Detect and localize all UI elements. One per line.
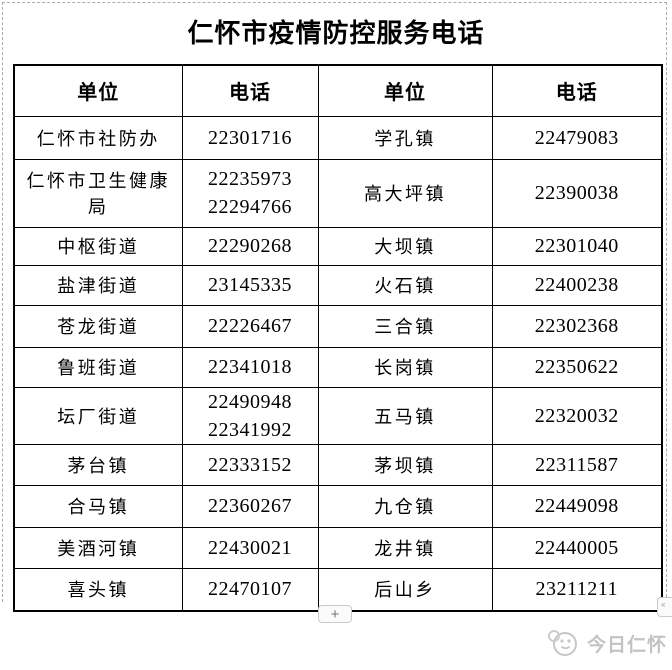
unit-cell: 茅台镇 (13, 443, 183, 486)
table-row: 仁怀市社防办 22301716 学孔镇 22479083 (13, 115, 663, 160)
unit-cell: 后山乡 (317, 567, 493, 612)
phone-cell: 22235973 22294766 (181, 158, 319, 228)
unit-cell: 中枢街道 (13, 226, 183, 266)
phone-cell: 22302368 (491, 304, 663, 348)
phone-cell: 22301716 (181, 115, 319, 160)
unit-cell: 长岗镇 (317, 346, 493, 388)
table-row: 盐津街道 23145335 火石镇 22400238 (13, 264, 663, 306)
watermark-label: 今日仁怀 (587, 634, 668, 656)
table-row: 美酒河镇 22430021 龙井镇 22440005 (13, 526, 663, 569)
phone-cell: 22360267 (181, 484, 319, 528)
unit-cell: 鲁班街道 (13, 346, 183, 388)
unit-cell: 高大坪镇 (317, 158, 493, 228)
header-phone-left: 电话 (181, 64, 319, 117)
phone-cell: 22290268 (181, 226, 319, 266)
unit-cell: 美酒河镇 (13, 526, 183, 569)
phone-cell: 22350622 (491, 346, 663, 388)
phone-cell: 23145335 (181, 264, 319, 306)
table-handle-button[interactable]: « (657, 597, 672, 617)
table-row: 苍龙街道 22226467 三合镇 22302368 (13, 304, 663, 348)
table-row: 鲁班街道 22341018 长岗镇 22350622 (13, 346, 663, 388)
header-row: 单位 电话 单位 电话 (13, 64, 663, 117)
unit-cell: 龙井镇 (317, 526, 493, 569)
header-unit-right: 单位 (317, 64, 493, 117)
unit-cell: 大坝镇 (317, 226, 493, 266)
unit-cell: 三合镇 (317, 304, 493, 348)
unit-cell: 五马镇 (317, 386, 493, 445)
phone-directory-table: 单位 电话 单位 电话 仁怀市社防办 22301716 学孔镇 22479083 仁怀市… (13, 64, 663, 612)
header-unit-left: 单位 (13, 64, 183, 117)
plus-icon: + (330, 605, 340, 623)
phone-cell: 22470107 (181, 567, 319, 612)
table-row: 合马镇 22360267 九仓镇 22449098 (13, 484, 663, 528)
unit-cell: 苍龙街道 (13, 304, 183, 348)
unit-cell: 茅坝镇 (317, 443, 493, 486)
table-row: 中枢街道 22290268 大坝镇 22301040 (13, 226, 663, 266)
phone-cell: 22490948 22341992 (181, 386, 319, 445)
unit-cell: 学孔镇 (317, 115, 493, 160)
unit-cell: 仁怀市卫生健康局 (13, 158, 183, 228)
table-body: 仁怀市社防办 22301716 学孔镇 22479083 仁怀市卫生健康局 2223597… (13, 115, 663, 612)
phone-cell: 22430021 (181, 526, 319, 569)
watermark: 今日仁怀 (546, 628, 667, 658)
table-row: 仁怀市卫生健康局 22235973 22294766 高大坪镇 22390038 (13, 158, 663, 228)
header-phone-right: 电话 (491, 64, 663, 117)
page-title: 仁怀市疫情防控服务电话 (187, 17, 485, 48)
phone-cell: 22301040 (491, 226, 663, 266)
phone-cell: 22390038 (491, 158, 663, 228)
table-row: 喜头镇 22470107 后山乡 23211211 (13, 567, 663, 612)
unit-cell: 火石镇 (317, 264, 493, 306)
table-row: 坛厂街道 22490948 22341992 五马镇 22320032 (13, 386, 663, 445)
unit-cell: 喜头镇 (13, 567, 183, 612)
phone-cell: 22440005 (491, 526, 663, 569)
unit-cell: 盐津街道 (13, 264, 183, 306)
table-header: 单位 电话 单位 电话 (13, 64, 663, 117)
phone-cell: 22341018 (181, 346, 319, 388)
unit-cell: 九仓镇 (317, 484, 493, 528)
handle-icon: « (661, 600, 666, 609)
table-row: 茅台镇 22333152 茅坝镇 22311587 (13, 443, 663, 486)
phone-cell: 22311587 (491, 443, 663, 486)
phone-cell: 22479083 (491, 115, 663, 160)
phone-cell: 22226467 (181, 304, 319, 348)
phone-cell: 22400238 (491, 264, 663, 306)
unit-cell: 合马镇 (13, 484, 183, 528)
unit-cell: 坛厂街道 (13, 386, 183, 445)
phone-cell: 22449098 (491, 484, 663, 528)
phone-cell: 23211211 (491, 567, 663, 612)
today-renhuai-logo-icon (546, 628, 580, 658)
phone-cell: 22333152 (181, 443, 319, 486)
phone-cell: 22320032 (491, 386, 663, 445)
unit-cell: 仁怀市社防办 (13, 115, 183, 160)
add-row-button[interactable]: + (318, 605, 352, 623)
